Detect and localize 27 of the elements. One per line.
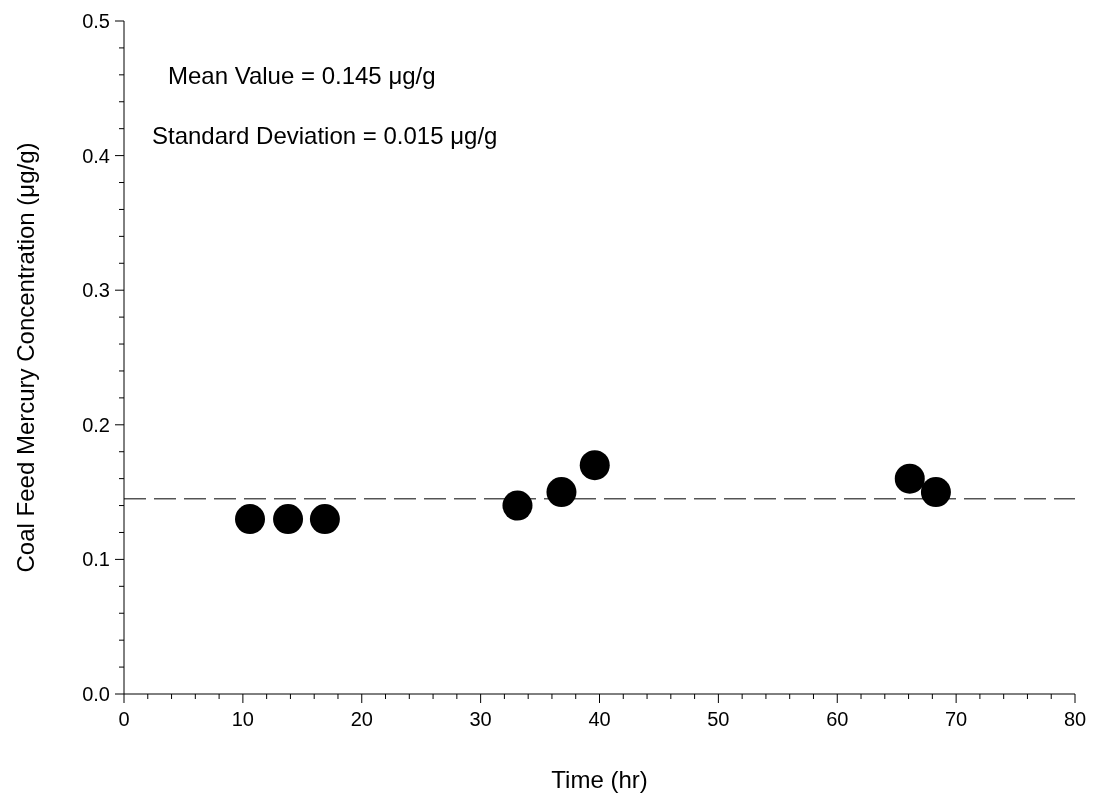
x-tick-label: 40 <box>588 708 611 730</box>
y-tick-label: 0.4 <box>82 144 110 167</box>
y-tick-label: 0.0 <box>82 683 110 705</box>
point <box>894 463 925 494</box>
y-tick-label: 0.3 <box>82 279 110 302</box>
annotation: Mean Value = 0.145 μg/g <box>168 62 436 89</box>
point <box>273 504 304 535</box>
y-tick-label: 0.5 <box>82 10 110 32</box>
x-tick-label: 70 <box>945 708 968 730</box>
x-tick-label: 10 <box>231 708 254 730</box>
y-axis-title: Coal Feed Mercury Concentration (μg/g) <box>12 142 39 573</box>
x-tick-label: 80 <box>1063 708 1087 730</box>
y-tick-label: 0.2 <box>82 413 110 436</box>
point <box>502 490 533 521</box>
point <box>546 477 577 508</box>
x-tick-label: 60 <box>826 708 849 730</box>
y-tick-label: 0.1 <box>82 548 110 571</box>
x-tick-label: 50 <box>707 708 730 730</box>
x-tick-label: 0 <box>118 708 130 730</box>
point <box>920 477 951 508</box>
x-axis-title: Time (hr) <box>551 766 648 793</box>
annotation: Standard Deviation = 0.015 μg/g <box>152 122 498 149</box>
point <box>309 504 340 535</box>
x-tick-label: 20 <box>350 708 373 730</box>
point <box>235 504 266 535</box>
x-tick-label: 30 <box>469 708 492 730</box>
point <box>579 450 610 481</box>
